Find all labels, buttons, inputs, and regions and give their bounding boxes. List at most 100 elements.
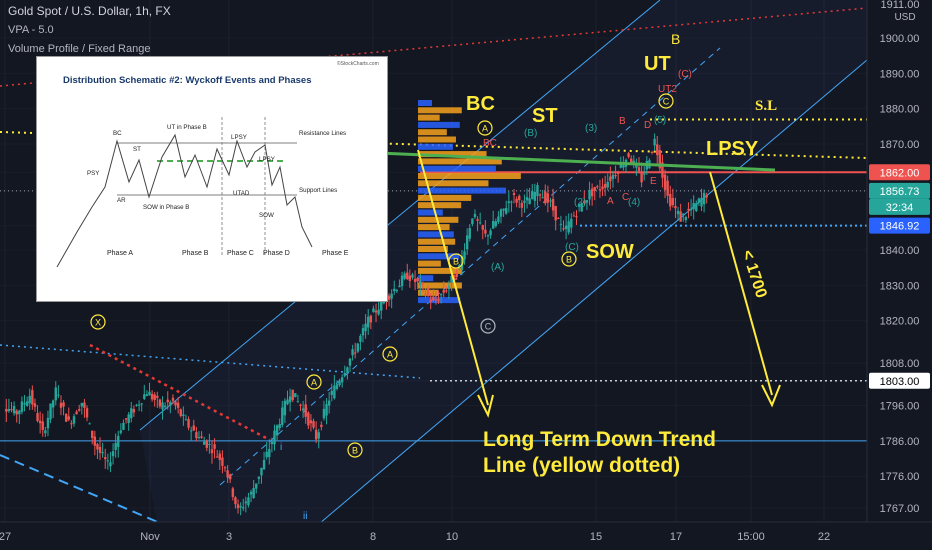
volume-profile-bar (418, 180, 489, 187)
candle-body (208, 443, 211, 445)
candle-body (322, 408, 326, 419)
candle-body (83, 402, 86, 408)
candle-body (255, 483, 258, 489)
time-axis[interactable]: 27 Nov 3 8 10 15 17 15:00 22 (0, 521, 932, 550)
inset-label-ar: AR (117, 197, 126, 204)
candle-body (265, 451, 268, 458)
candle-body (390, 293, 393, 299)
price-tick-label: 1808.00 (880, 358, 920, 370)
candle-body (299, 404, 302, 406)
candle-body (288, 396, 292, 403)
candle-body (242, 507, 245, 509)
candle-body (70, 423, 73, 425)
wave-paren-a: (A) (491, 262, 504, 273)
candle-body (510, 201, 513, 203)
indicator-volume-profile[interactable]: Volume Profile / Fixed Range (8, 43, 151, 55)
candle-body (249, 491, 253, 495)
inset-label-bc: BC (113, 130, 122, 137)
volume-profile-bar (418, 165, 496, 172)
candle-body (257, 476, 261, 479)
price-badge-label: 1846.92 (880, 221, 920, 233)
candle-body (398, 285, 401, 288)
candle-body (179, 409, 182, 416)
candle-body (606, 182, 609, 188)
candle-body (33, 403, 37, 407)
candle-body (653, 138, 656, 146)
candle-body (114, 442, 117, 451)
candle-body (20, 401, 24, 412)
price-tick-label: 1900.00 (880, 33, 920, 45)
volume-profile-bar (418, 282, 462, 289)
price-tick-label: 1830.00 (880, 280, 920, 292)
candle-body (351, 349, 354, 356)
candle-body (236, 504, 240, 509)
candle-body (588, 190, 591, 200)
inset-phase-label: Phase D (263, 250, 290, 257)
volume-profile-bar (418, 231, 454, 238)
volume-profile-bar (418, 187, 506, 194)
candle-body (158, 399, 162, 407)
candle-body (314, 429, 318, 440)
price-tick-label: 1820.00 (880, 316, 920, 328)
candle-body (28, 395, 31, 404)
candle-body (145, 394, 149, 396)
candle-body (437, 299, 440, 301)
candle-body (223, 467, 227, 469)
inset-label-ut-phase-b: UT in Phase B (167, 124, 207, 131)
candle-body (609, 176, 612, 182)
wyckoff-label-bc: BC (466, 93, 495, 115)
candle-body (656, 144, 659, 156)
candle-body (622, 165, 625, 168)
candle-body (140, 403, 143, 405)
volume-profile-bar (418, 107, 462, 114)
candle-body (502, 208, 505, 211)
inset-label-sow-phase-b: SOW in Phase B (143, 204, 189, 211)
candle-body (411, 274, 414, 278)
candle-body (353, 352, 357, 354)
wave-b-3: B (566, 255, 572, 265)
wave-a-3-circle (477, 120, 493, 136)
candle-body (442, 290, 445, 293)
candle-body (544, 191, 547, 204)
candle-body (169, 401, 172, 406)
candle-body (559, 223, 563, 225)
symbol-title[interactable]: Gold Spot / U.S. Dollar, 1h, FX (8, 4, 171, 18)
inset-price-path (56, 133, 313, 268)
candle-body (117, 435, 120, 448)
candle-body (367, 316, 370, 328)
candle-body (119, 430, 123, 433)
wave-paren-b: (B) (524, 128, 537, 139)
candle-body (447, 285, 451, 290)
candle-body (132, 409, 136, 413)
candle-body (460, 255, 464, 270)
candle-body (684, 216, 688, 221)
price-badge (869, 217, 930, 234)
candle-body (192, 425, 195, 431)
candle-body (361, 328, 365, 336)
candle-body (340, 377, 344, 383)
candle-body (31, 390, 34, 405)
wave-paren-c-red: (C) (678, 69, 692, 80)
candle-body (202, 441, 206, 445)
candle-body (189, 430, 193, 432)
candle-body (64, 413, 68, 422)
channel-upper-line (139, 0, 661, 431)
candle-body (598, 189, 602, 191)
candle-body (531, 191, 534, 199)
candle-body (150, 393, 154, 400)
candle-body (486, 235, 490, 237)
candle-body (424, 293, 427, 295)
indicator-vpa[interactable]: VPA - 5.0 (8, 24, 54, 36)
candle-body (551, 198, 555, 211)
wave-small-a: A (607, 196, 614, 207)
candle-body (541, 197, 544, 199)
candle-body (533, 191, 537, 201)
candle-body (445, 290, 448, 292)
time-tick-label: 15 (590, 531, 602, 543)
candle-body (343, 372, 346, 376)
inset-credit: ©StockCharts.com (337, 60, 379, 67)
candle-body (338, 381, 341, 386)
candle-body (93, 436, 97, 446)
